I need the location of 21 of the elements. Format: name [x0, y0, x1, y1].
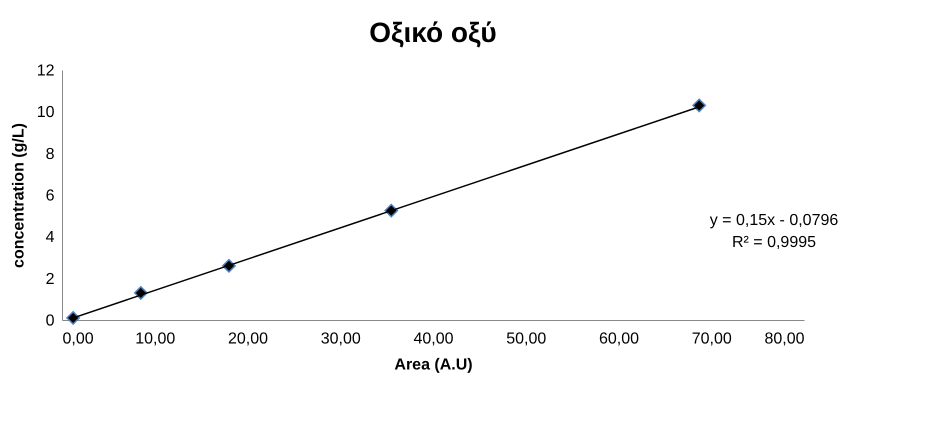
- y-tick-label: 6: [46, 188, 55, 204]
- y-tick-label: 12: [36, 62, 55, 80]
- x-tick-label: 40,00: [413, 330, 454, 348]
- x-tick-label: 20,00: [228, 330, 268, 348]
- y-tick-label: 2: [46, 270, 55, 288]
- y-axis-title: concentration (g/L): [10, 123, 28, 268]
- x-tick-label: 0,00: [62, 330, 94, 348]
- annotation: R² = 0,9995: [732, 234, 816, 251]
- annotation: y = 0,15x - 0,0796: [710, 212, 838, 229]
- y-tick-label: 4: [46, 229, 55, 246]
- chart-title: Οξικό οξύ: [369, 17, 497, 48]
- x-tick-label: 60,00: [598, 330, 640, 348]
- x-tick-label: 50,00: [506, 330, 546, 348]
- x-tick-label: 30,00: [320, 330, 361, 348]
- x-tick-label: 70,00: [692, 330, 732, 348]
- x-axis-title: Area (A.U): [394, 356, 473, 374]
- y-tick-label: 8: [46, 146, 55, 163]
- x-tick-label: 10,00: [135, 330, 176, 348]
- x-tick-label: 80,00: [764, 330, 805, 348]
- y-tick-label: 10: [36, 104, 55, 122]
- y-tick-label: 0: [46, 312, 55, 330]
